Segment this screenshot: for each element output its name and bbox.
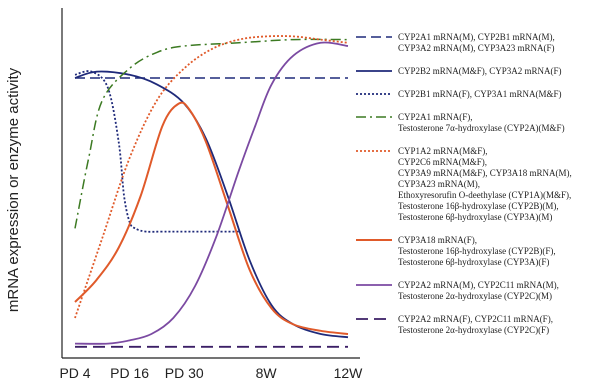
series-line-3 <box>74 70 239 233</box>
x-tick-label: PD 4 <box>59 365 90 381</box>
legend-label: Testosterone 16β-hydroxylase (CYP2B)(M), <box>398 201 559 211</box>
x-tick-label: 12W <box>334 365 364 381</box>
legend-item: CYP2A2 mRNA(M), CYP2C11 mRNA(M),Testoste… <box>356 280 559 301</box>
x-tick-label: PD 30 <box>165 365 204 381</box>
legend-label: Testosterone 6β-hydroxylase (CYP3A)(M) <box>398 212 552 222</box>
legend-item: CYP2A1 mRNA(F),Testosterone 7α-hydroxyla… <box>356 112 565 133</box>
legend-label: CYP3A9 mRNA(M&F), CYP3A18 mRNA(M), <box>398 168 572 178</box>
legend-item: CYP2B1 mRNA(F), CYP3A1 mRNA(M&F) <box>356 89 562 99</box>
legend-label: Testosterone 2α-hydroxylase (CYP2C)(F) <box>398 325 549 335</box>
series-line-4 <box>74 38 349 229</box>
legend: CYP2A1 mRNA(M), CYP2B1 mRNA(M),CYP3A2 mR… <box>356 32 572 335</box>
x-tick-label: PD 16 <box>110 365 149 381</box>
y-axis-label: mRNA expression or enzyme activity <box>5 67 22 312</box>
legend-label: CYP2B1 mRNA(F), CYP3A1 mRNA(M&F) <box>398 89 562 99</box>
legend-label: Ethoxyresorufin O-deethylase (CYP1A)(M&F… <box>398 190 571 200</box>
legend-label: CYP2C6 mRNA(M&F), <box>398 157 487 167</box>
legend-label: CYP2A1 mRNA(M), CYP2B1 mRNA(M), <box>398 32 555 42</box>
series-line-5 <box>74 35 349 319</box>
series-layer <box>74 35 349 348</box>
legend-label: CYP3A18 mRNA(F), <box>398 235 477 245</box>
legend-label: CYP1A2 mRNA(M&F), <box>398 146 488 156</box>
series-line-6 <box>74 101 349 335</box>
x-tick-label: 8W <box>256 365 278 381</box>
legend-item: CYP1A2 mRNA(M&F),CYP2C6 mRNA(M&F),CYP3A9… <box>356 146 572 222</box>
legend-label: CYP2B2 mRNA(M&F), CYP3A2 mRNA(F) <box>398 66 562 76</box>
series-line-2 <box>74 70 349 339</box>
legend-label: CYP3A2 mRNA(M), CYP3A23 mRNA(F) <box>398 43 555 53</box>
x-tick-labels: PD 4 PD 16 PD 30 8W 12W <box>59 365 363 381</box>
legend-label: Testosterone 7α-hydroxylase (CYP2A)(M&F) <box>398 123 565 133</box>
legend-item: CYP2B2 mRNA(M&F), CYP3A2 mRNA(F) <box>356 66 562 76</box>
legend-item: CYP3A18 mRNA(F),Testosterone 16β-hydroxy… <box>356 235 556 267</box>
legend-label: CYP3A23 mRNA(M), <box>398 179 480 189</box>
legend-label: Testosterone 6β-hydroxylase (CYP3A)(F) <box>398 257 549 267</box>
legend-label: CYP2A2 mRNA(F), CYP2C11 mRNA(F), <box>398 314 553 324</box>
legend-item: CYP2A2 mRNA(F), CYP2C11 mRNA(F),Testoste… <box>356 314 553 335</box>
legend-item: CYP2A1 mRNA(M), CYP2B1 mRNA(M),CYP3A2 mR… <box>356 32 555 53</box>
legend-label: CYP2A1 mRNA(F), <box>398 112 473 122</box>
legend-label: CYP2A2 mRNA(M), CYP2C11 mRNA(M), <box>398 280 559 290</box>
legend-label: Testosterone 16β-hydroxylase (CYP2B)(F), <box>398 246 556 256</box>
legend-label: Testosterone 2α-hydroxylase (CYP2C)(M) <box>398 291 552 301</box>
series-line-7 <box>74 41 349 345</box>
